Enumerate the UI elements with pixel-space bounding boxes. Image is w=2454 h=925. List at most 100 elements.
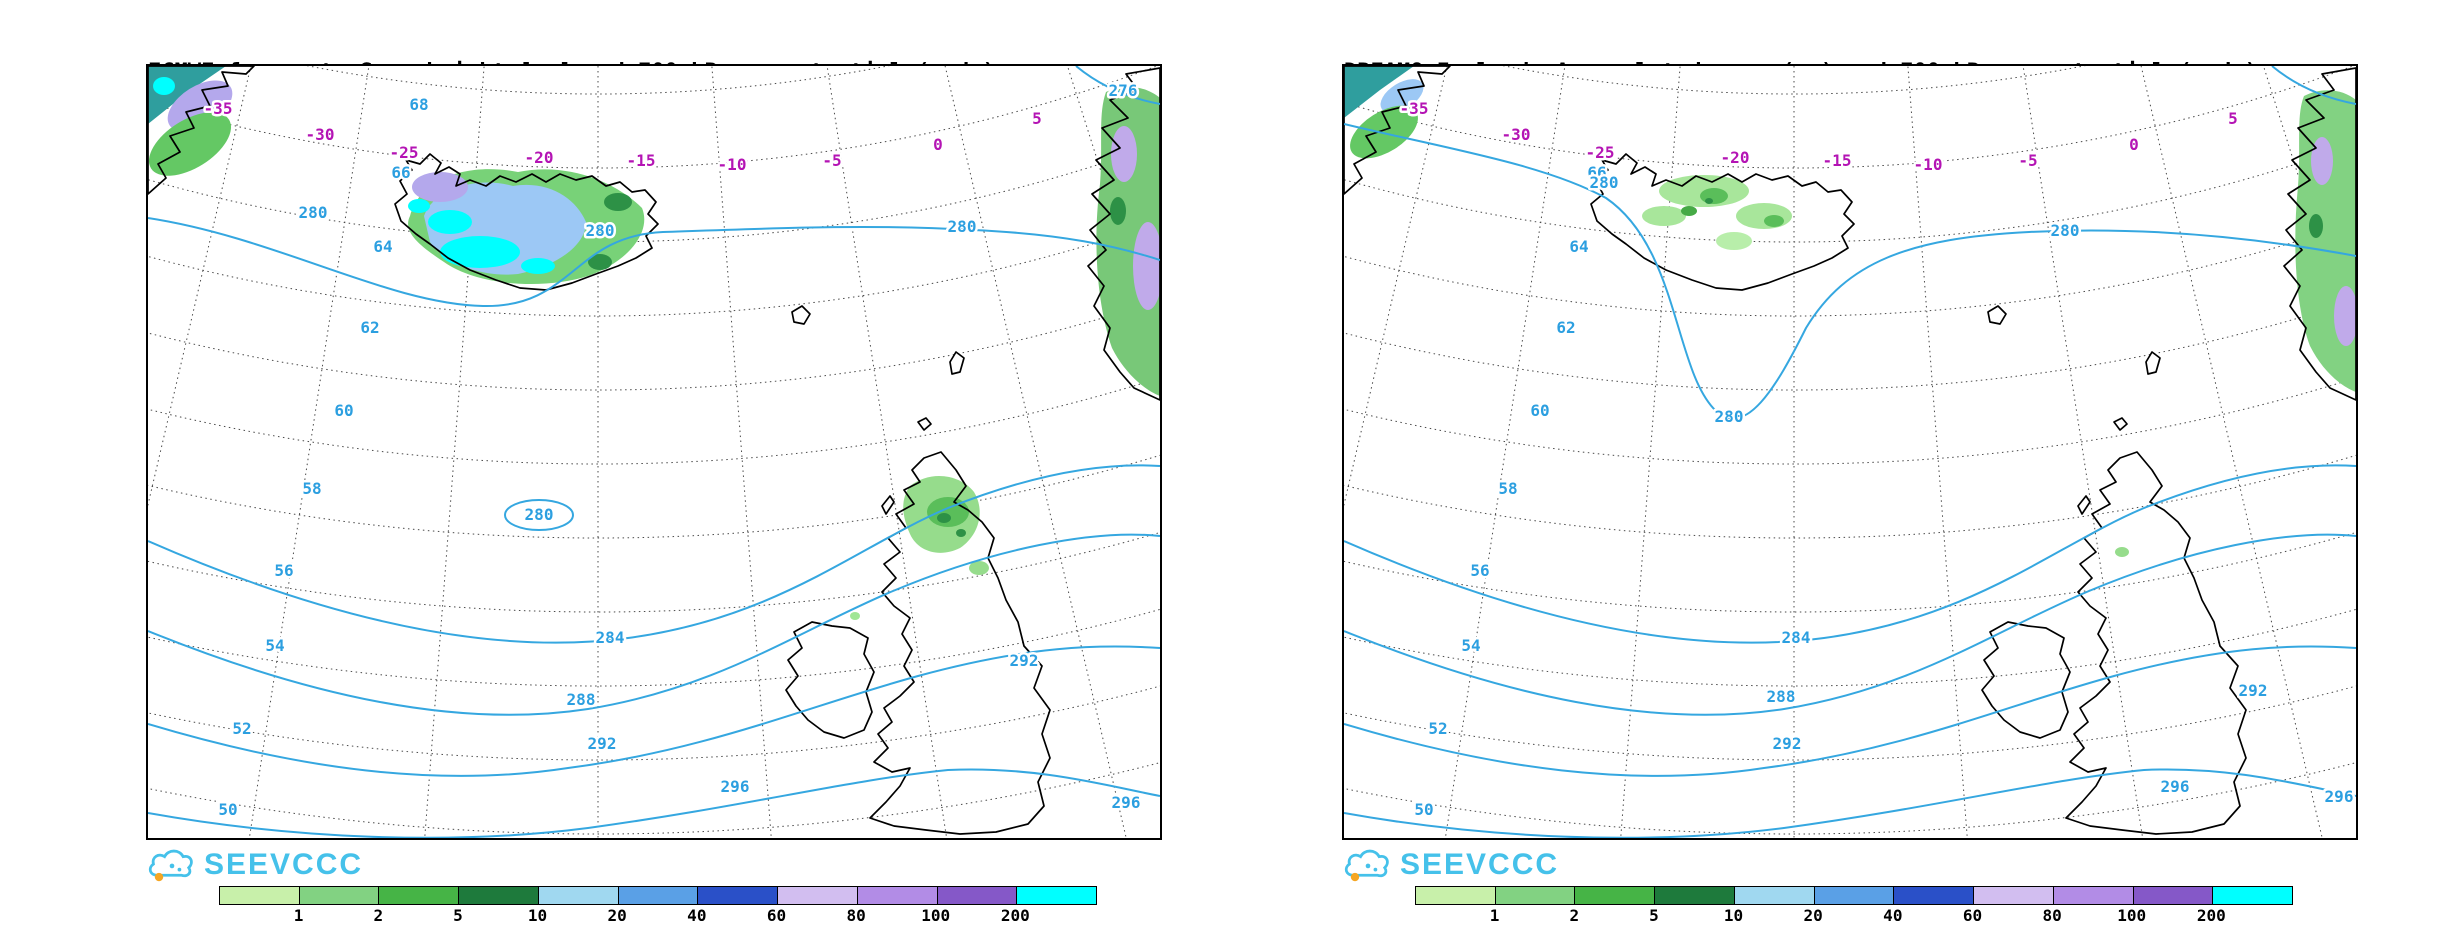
latitude-label: 62 — [1556, 318, 1575, 337]
coastlines — [1344, 66, 2356, 835]
geopotential-label: 292 — [1773, 734, 1802, 753]
geopotential-label: 292 — [2239, 681, 2268, 700]
logo-text: SEEVCCC — [1400, 848, 1560, 881]
snow-legend: 1 2 5 10 20 40 60 80 100 200 — [219, 886, 1097, 925]
temperature-label: -15 — [627, 151, 656, 170]
temperature-label: -30 — [306, 125, 335, 144]
geopotential-label: 296 — [721, 777, 750, 796]
snow-shading — [148, 66, 1160, 663]
legend-color-bar — [219, 886, 1097, 905]
legend-values: 1 2 5 10 20 40 60 80 100 200 — [219, 906, 1097, 925]
latitude-line — [148, 531, 1160, 612]
latitude-label: 50 — [1414, 800, 1433, 819]
latitude-line — [1344, 376, 2356, 464]
legend-segment — [538, 887, 619, 904]
temperature-label: -20 — [1721, 148, 1750, 167]
legend-segment — [1894, 887, 1975, 904]
temperature-label: -5 — [2018, 151, 2037, 170]
legend-value: 20 — [1803, 906, 1823, 925]
latitude-line — [148, 221, 1160, 316]
legend-segment — [1734, 887, 1815, 904]
snow-legend: 1 2 5 10 20 40 60 80 100 200 — [1415, 886, 2293, 925]
longitude-line — [826, 66, 948, 838]
latitude-label: 66 — [1587, 163, 1606, 182]
legend-value: 80 — [846, 906, 866, 925]
latitude-label: 58 — [1498, 479, 1517, 498]
legend-value: 40 — [1883, 906, 1903, 925]
longitude-line — [711, 66, 772, 838]
temperature-label: -20 — [525, 148, 554, 167]
snow-shading — [1344, 66, 2356, 557]
legend-segment — [459, 887, 539, 904]
geopotential-label: 280 — [299, 203, 328, 222]
legend-segment — [778, 887, 858, 904]
legend-segment — [2213, 887, 2293, 904]
geopotential-label: 296 — [1112, 793, 1141, 812]
legend-segment — [937, 887, 1018, 904]
latitude-line — [308, 66, 888, 95]
legend-value: 40 — [687, 906, 707, 925]
longitude-line — [148, 66, 252, 507]
temperature-label: -5 — [822, 151, 841, 170]
latitude-label: 52 — [232, 719, 251, 738]
latitude-label: 64 — [373, 237, 392, 256]
latitude-label: 54 — [1461, 636, 1480, 655]
latitude-line — [148, 376, 1160, 464]
longitude-line — [2140, 66, 2323, 838]
geopotential-label: 280 — [2051, 221, 2080, 240]
legend-segment — [1974, 887, 2054, 904]
legend-segment — [1017, 887, 1097, 904]
legend-segment — [2053, 887, 2134, 904]
latitude-line — [1344, 454, 2356, 538]
longitude-line — [944, 66, 1127, 838]
temperature-label: 5 — [2228, 109, 2238, 128]
temperature-label: -15 — [1823, 151, 1852, 170]
longitude-line — [248, 66, 370, 838]
panel-dream8: DREAM8-Iceland: Accumulated snow (cm) an… — [1196, 0, 2454, 925]
temperature-label: -10 — [718, 155, 747, 174]
geopotential-label: 292 — [1010, 651, 1039, 670]
longitude-line — [2022, 66, 2144, 838]
temperature-label: -25 — [1586, 143, 1615, 162]
geopotential-label: 280 — [1715, 407, 1744, 426]
latitude-label: 52 — [1428, 719, 1447, 738]
legend-segment — [1655, 887, 1735, 904]
latitude-label: 60 — [334, 401, 353, 420]
seevccc-logo: SEEVCCC — [146, 845, 363, 885]
latitude-label: 58 — [302, 479, 321, 498]
legend-segment — [220, 887, 300, 904]
temperature-label: 5 — [1032, 109, 1042, 128]
legend-value: 1 — [293, 906, 304, 925]
coastlines — [148, 66, 1160, 835]
seevccc-logo: SEEVCCC — [1342, 845, 1559, 885]
latitude-label: 66 — [391, 163, 410, 182]
geopotential-label: 284 — [1782, 628, 1811, 647]
legend-value: 2 — [373, 906, 384, 925]
latitude-label: 56 — [274, 561, 293, 580]
cloud-logo-icon — [1344, 849, 1389, 882]
latitude-line — [1344, 531, 2356, 612]
cloud-logo-icon — [148, 849, 193, 882]
legend-segment — [698, 887, 779, 904]
legend-segment — [379, 887, 460, 904]
geopotential-label: 296 — [2161, 777, 2190, 796]
map-labels: -35 -30 -25 -20 -15 -10 -5 0 5 66 64 62 60 58 56 54 52 50… — [1397, 97, 2356, 822]
temperature-label: -30 — [1502, 125, 1531, 144]
geopotential-label: 288 — [567, 690, 596, 709]
latitude-label: 64 — [1569, 237, 1588, 256]
map-labels: -35 -30 -25 -20 -15 -10 -5 0 5 68 66 64 62 60 58 56 54 52… — [201, 79, 1143, 822]
latitude-line — [1504, 66, 2084, 95]
legend-segment — [299, 887, 380, 904]
geopotential-label: 292 — [588, 734, 617, 753]
legend-segment — [1495, 887, 1576, 904]
geopotential-label: 280 — [948, 217, 977, 236]
graticule-grid — [1344, 66, 2356, 838]
latitude-label: 56 — [1470, 561, 1489, 580]
legend-value: 100 — [2117, 906, 2147, 925]
temperature-label: -25 — [390, 143, 419, 162]
legend-value: 20 — [607, 906, 627, 925]
legend-value: 5 — [453, 906, 463, 925]
graticule-grid — [148, 66, 1160, 838]
latitude-line — [148, 761, 1160, 834]
temperature-label: 0 — [933, 135, 943, 154]
